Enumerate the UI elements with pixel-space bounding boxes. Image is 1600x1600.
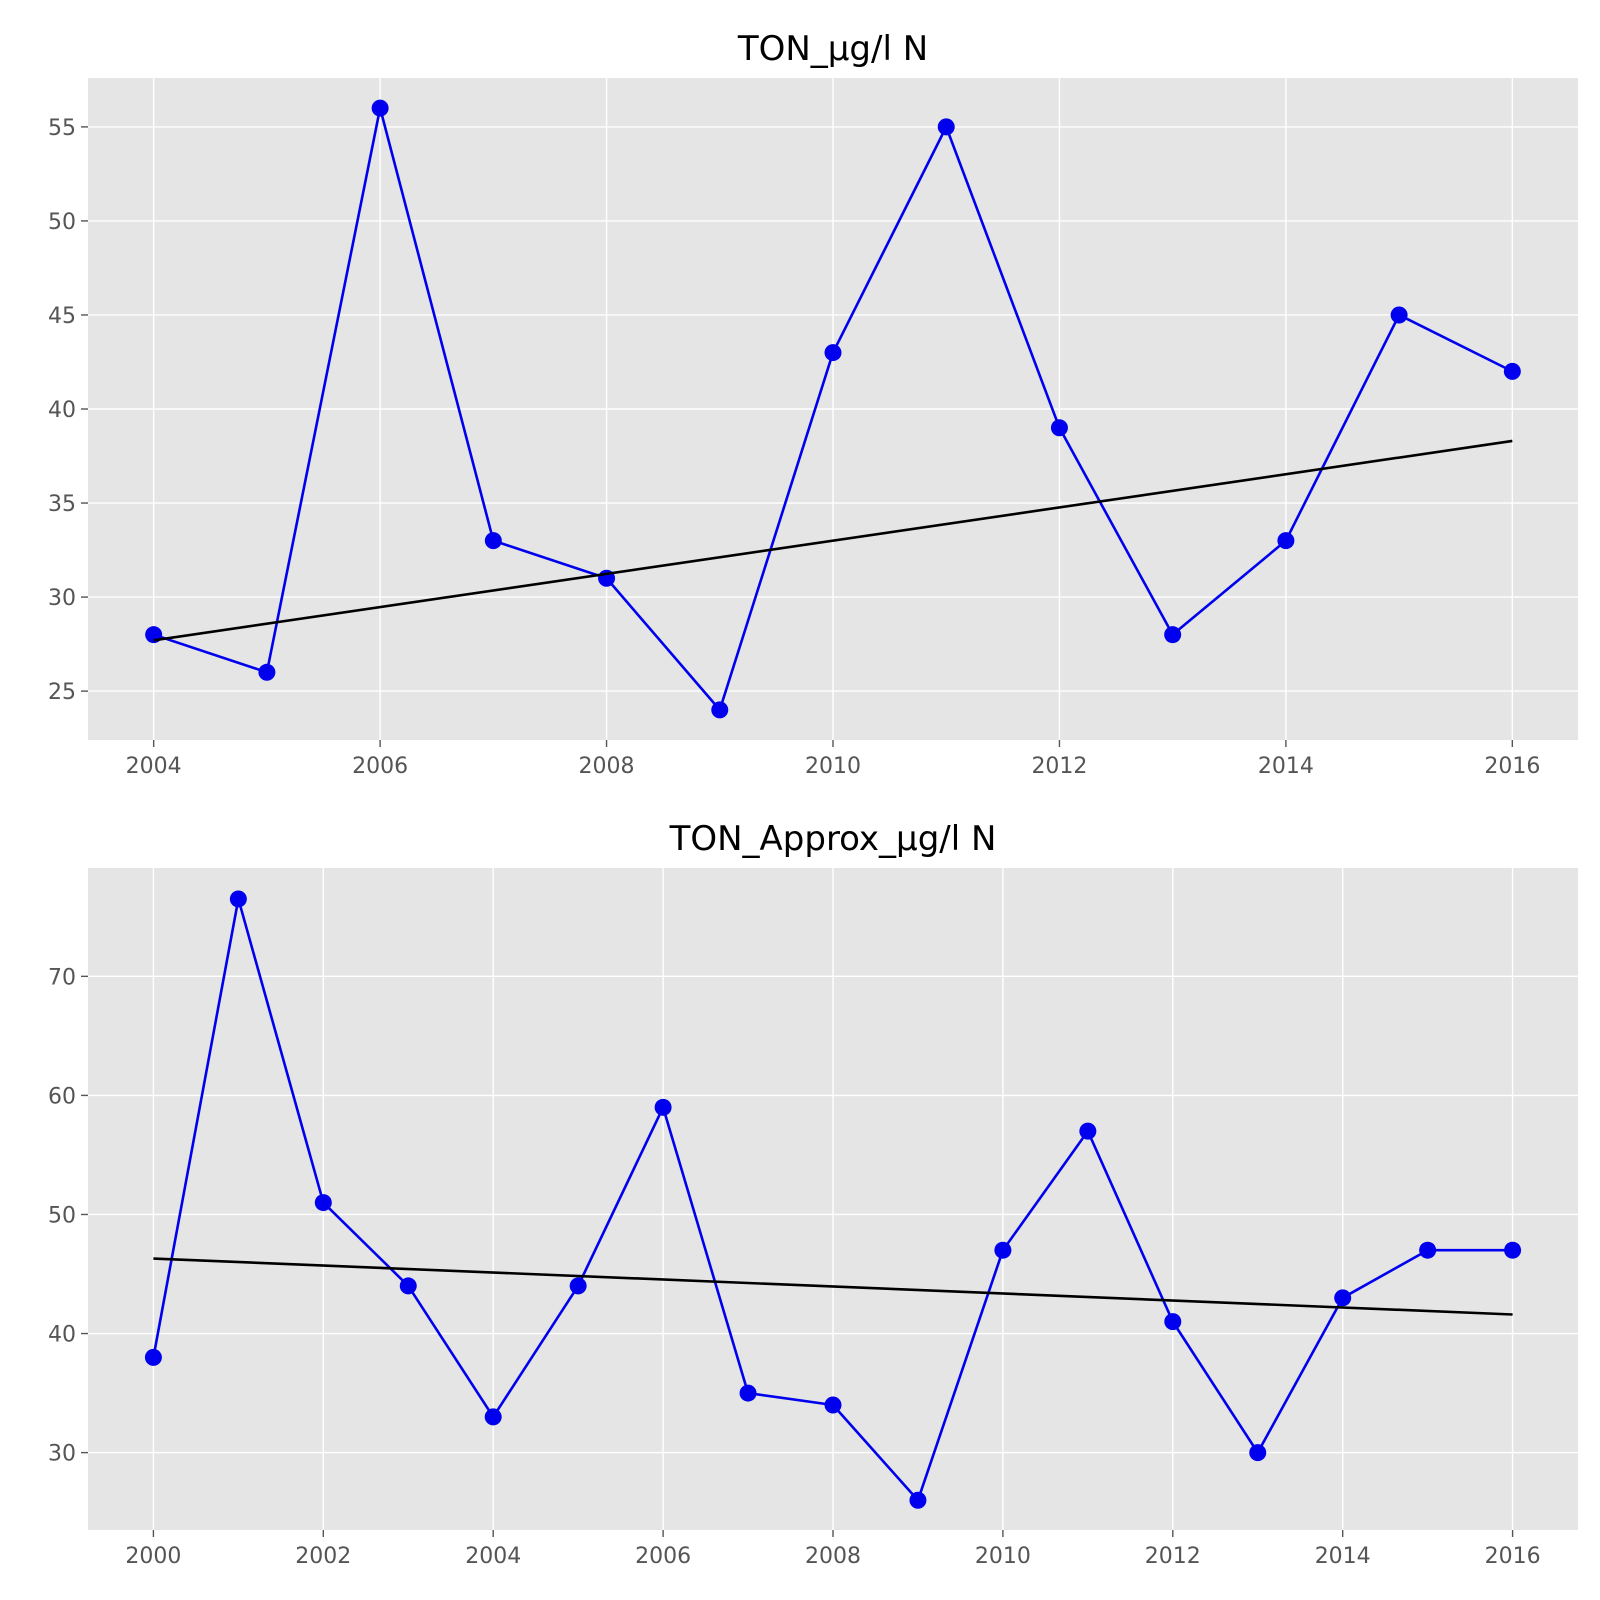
data-point [654, 1098, 672, 1116]
data-point [1164, 1313, 1182, 1331]
data-point [937, 118, 955, 136]
x-tick-label: 2004 [465, 1544, 521, 1569]
data-point [711, 701, 729, 719]
trend-line [153, 1257, 1513, 1316]
y-tick-label: 60 [48, 1084, 76, 1109]
data-point [484, 532, 502, 550]
x-tick-label: 2002 [295, 1544, 351, 1569]
y-tick-label: 55 [48, 116, 76, 141]
x-tick-label: 2000 [125, 1544, 181, 1569]
data-point [371, 99, 389, 117]
y-tick-label: 70 [48, 965, 76, 990]
data-point [1277, 532, 1295, 550]
axes: 2000 2002 2004 2006 2008 2010 2012 2014 2016 30 40… [48, 965, 1541, 1569]
data-point [1079, 1122, 1097, 1140]
data-point [1504, 1241, 1522, 1259]
data-point [739, 1384, 757, 1402]
data-point [314, 1194, 332, 1212]
y-tick-label: 30 [48, 586, 76, 611]
data-point [484, 1408, 502, 1426]
data-point [1390, 306, 1408, 324]
y-tick-label: 35 [48, 492, 76, 517]
x-tick-label: 2016 [1484, 754, 1540, 779]
x-tick-label: 2006 [352, 754, 408, 779]
x-tick-label: 2014 [1315, 1544, 1371, 1569]
x-tick-label: 2012 [1031, 754, 1087, 779]
data-point [1164, 626, 1182, 644]
x-tick-label: 2004 [126, 754, 182, 779]
chart-title: TON_Approx_µg/l N [669, 819, 997, 859]
x-tick-label: 2010 [805, 754, 861, 779]
x-tick-label: 2012 [1145, 1544, 1201, 1569]
data-point [144, 1348, 162, 1366]
chart-title: TON_µg/l N [737, 29, 928, 69]
data-point [569, 1277, 587, 1295]
x-tick-label: 2016 [1485, 1544, 1541, 1569]
data-point [1334, 1289, 1352, 1307]
data-point [824, 344, 842, 362]
grid [88, 78, 1578, 740]
data-point [824, 1396, 842, 1414]
y-tick-label: 40 [48, 398, 76, 423]
series-marks [145, 99, 1521, 719]
data-point [1503, 362, 1521, 380]
axes: 2004 2006 2008 2010 2012 2014 2016 25 30 35 40 45 50… [48, 116, 1540, 779]
x-tick-label: 2008 [805, 1544, 861, 1569]
trend-line [153, 439, 1513, 642]
data-point [909, 1491, 927, 1509]
y-tick-label: 40 [48, 1323, 76, 1348]
y-tick-label: 30 [48, 1442, 76, 1467]
y-tick-label: 45 [48, 304, 76, 329]
x-tick-label: 2008 [579, 754, 635, 779]
y-tick-label: 50 [48, 1203, 76, 1228]
data-point [1050, 419, 1068, 437]
data-point [1249, 1444, 1267, 1462]
chart-ton-approx: 2000 2002 2004 2006 2008 2010 2012 2014 2016 30 40… [48, 819, 1578, 1569]
series-marks [144, 890, 1522, 1509]
x-tick-label: 2010 [975, 1544, 1031, 1569]
y-tick-label: 50 [48, 210, 76, 235]
data-point [1419, 1241, 1437, 1259]
data-point [994, 1241, 1012, 1259]
x-tick-label: 2014 [1258, 754, 1314, 779]
y-tick-label: 25 [48, 680, 76, 705]
x-tick-label: 2006 [635, 1544, 691, 1569]
data-point [229, 890, 247, 908]
chart-ton: 2004 2006 2008 2010 2012 2014 2016 25 30 35 40 45 50… [48, 29, 1578, 779]
data-point [258, 663, 276, 681]
data-point [399, 1277, 417, 1295]
